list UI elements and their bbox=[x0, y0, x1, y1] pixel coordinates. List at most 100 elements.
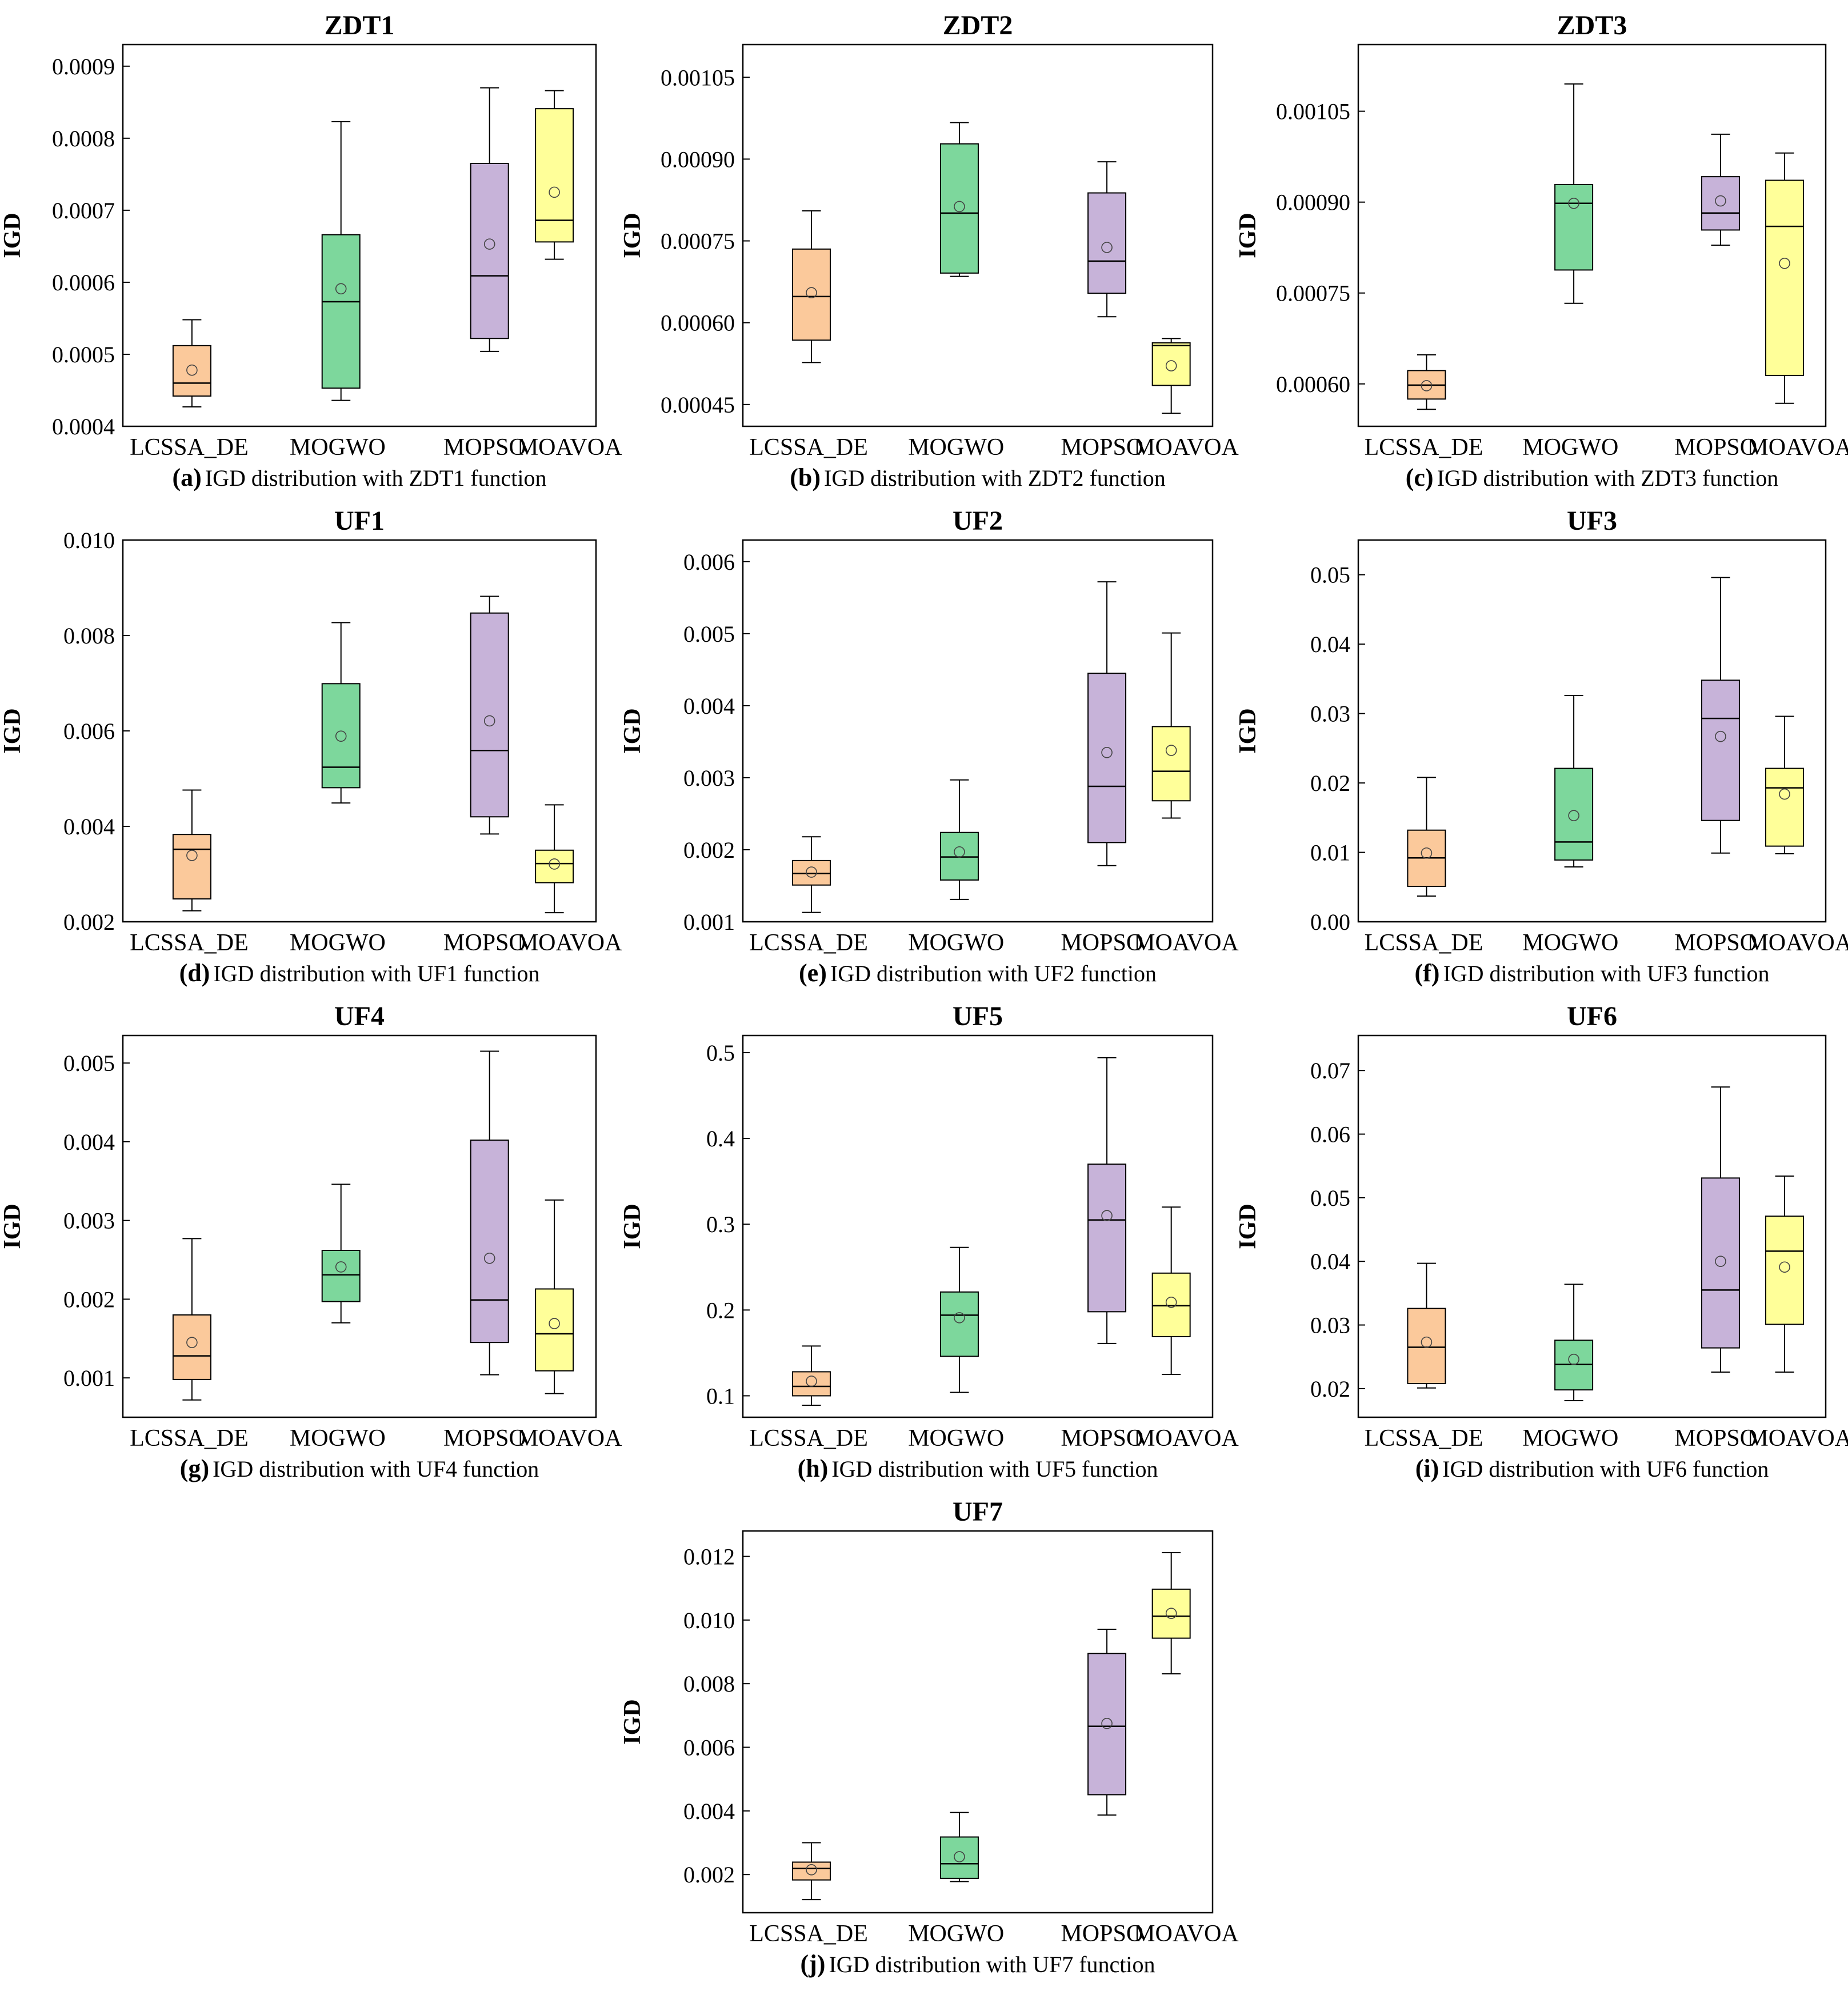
box-mopso bbox=[470, 1050, 509, 1376]
mean-marker bbox=[549, 186, 560, 198]
x-tick-label: LCSSA_DE bbox=[749, 930, 868, 956]
mean-marker bbox=[1421, 380, 1433, 391]
mean-marker bbox=[1568, 1353, 1579, 1365]
mean-marker bbox=[1421, 847, 1433, 859]
y-tick-label: 0.001 bbox=[683, 909, 735, 935]
box-mopso bbox=[1087, 161, 1127, 318]
x-tick-label: LCSSA_DE bbox=[1365, 434, 1483, 461]
mean-marker bbox=[1715, 195, 1726, 207]
x-tick-label: LCSSA_DE bbox=[749, 1425, 868, 1452]
box-mopso bbox=[470, 87, 509, 352]
box-mogwo bbox=[1554, 83, 1594, 304]
caption-label: (a) bbox=[172, 463, 201, 491]
iqr-box bbox=[172, 834, 211, 899]
mean-marker bbox=[186, 850, 198, 861]
y-tick-label: 0.0007 bbox=[52, 198, 115, 223]
y-tick-label: 0.004 bbox=[63, 814, 115, 839]
y-tick-label: 0.1 bbox=[706, 1383, 735, 1409]
x-tick-label: MOGWO bbox=[290, 1425, 386, 1452]
x-tick-label: MOAVOA bbox=[1134, 434, 1239, 461]
x-tick-label: MOPSO bbox=[443, 1425, 526, 1452]
y-tick-label: 0.02 bbox=[1310, 770, 1350, 796]
mean-marker bbox=[483, 238, 495, 250]
subplot-g: UF4 IGD 0.001 0.002 0.003 0.004 0.005 LCSSA_DE M… bbox=[0, 1001, 622, 1482]
y-tick-label: 0.0008 bbox=[52, 126, 115, 151]
y-tick-label: 0.00060 bbox=[1276, 371, 1350, 397]
x-tick-label: LCSSA_DE bbox=[130, 434, 249, 461]
box-mogwo bbox=[939, 1812, 979, 1882]
mean-marker bbox=[954, 1851, 965, 1862]
y-tick-label: 0.0009 bbox=[52, 54, 115, 79]
plot-title: ZDT1 bbox=[325, 10, 395, 41]
iqr-box bbox=[321, 234, 361, 389]
y-axis-label: IGD bbox=[619, 708, 646, 753]
y-tick-label: 0.04 bbox=[1310, 1249, 1350, 1274]
subplot-j: UF7 IGD 0.002 0.004 0.006 0.008 0.010 0.012 LCSS… bbox=[619, 1497, 1239, 1978]
iqr-box bbox=[321, 1250, 361, 1302]
caption: (d) IGD distribution with UF1 function bbox=[179, 959, 540, 987]
mean-marker bbox=[806, 287, 817, 299]
iqr-box bbox=[1087, 192, 1127, 294]
mean-marker bbox=[1101, 747, 1113, 758]
y-tick-label: 0.00105 bbox=[1276, 99, 1350, 125]
iqr-box bbox=[321, 683, 361, 789]
y-tick-label: 0.006 bbox=[683, 549, 735, 575]
caption: (h) IGD distribution with UF5 function bbox=[798, 1454, 1158, 1482]
plot-frame bbox=[742, 1530, 1214, 1914]
mean-marker bbox=[1421, 1336, 1433, 1348]
box-lcssa-de bbox=[172, 789, 211, 911]
plot-frame bbox=[122, 43, 597, 427]
y-tick-label: 0.00090 bbox=[1276, 190, 1350, 215]
mean-marker bbox=[806, 1376, 817, 1387]
x-tick-label: MOGWO bbox=[1522, 1425, 1618, 1452]
mean-marker bbox=[1165, 745, 1177, 756]
caption-label: (i) bbox=[1415, 1454, 1439, 1482]
plot-title: UF7 bbox=[953, 1497, 1003, 1527]
x-tick-label: MOPSO bbox=[1674, 1425, 1757, 1452]
subplot-h: UF5 IGD 0.1 0.2 0.3 0.4 0.5 LCSSA_DE MOGWO MOPSOM… bbox=[619, 1001, 1239, 1482]
x-tick-label: MOGWO bbox=[908, 1425, 1004, 1452]
x-tick-label: MOAVOA bbox=[1747, 434, 1848, 461]
x-tick-label: MOGWO bbox=[1522, 434, 1618, 461]
caption-label: (f) bbox=[1414, 959, 1439, 987]
y-tick-label: 0.0006 bbox=[52, 270, 115, 295]
x-tick-label: MOAVOA bbox=[517, 930, 622, 956]
iqr-box bbox=[792, 859, 831, 886]
box-mogwo bbox=[1554, 695, 1594, 868]
box-lcssa-de bbox=[1407, 354, 1446, 410]
caption-label: (d) bbox=[179, 959, 210, 987]
mean-marker bbox=[1165, 1608, 1177, 1619]
y-axis-label: IGD bbox=[0, 1204, 26, 1249]
iqr-box bbox=[939, 831, 979, 881]
y-tick-label: 0.07 bbox=[1310, 1058, 1350, 1084]
x-tick-label: MOPSO bbox=[443, 434, 526, 461]
mean-marker bbox=[1715, 1256, 1726, 1268]
y-tick-label: 0.002 bbox=[63, 909, 115, 935]
x-tick-label: MOPSO bbox=[1674, 434, 1757, 461]
mean-marker bbox=[1779, 1261, 1790, 1273]
iqr-box bbox=[470, 162, 509, 339]
iqr-box bbox=[1701, 176, 1740, 231]
mean-marker bbox=[1568, 810, 1579, 821]
mean-marker bbox=[1165, 1297, 1177, 1308]
box-mogwo bbox=[939, 779, 979, 900]
y-axis-label: IGD bbox=[619, 1204, 646, 1249]
caption-text: IGD distribution with UF7 function bbox=[829, 1952, 1155, 1977]
caption-text: IGD distribution with ZDT2 function bbox=[824, 465, 1166, 491]
iqr-box bbox=[535, 108, 574, 243]
iqr-box bbox=[1407, 1308, 1446, 1384]
y-tick-label: 0.00105 bbox=[661, 65, 735, 90]
mean-marker bbox=[335, 283, 347, 295]
mean-marker bbox=[335, 1261, 347, 1273]
caption-text: IGD distribution with UF2 function bbox=[830, 961, 1157, 986]
caption-text: IGD distribution with UF6 function bbox=[1442, 1456, 1769, 1482]
y-axis-label: IGD bbox=[1235, 708, 1261, 753]
box-mogwo bbox=[939, 1246, 979, 1393]
mean-marker bbox=[1779, 257, 1790, 269]
y-tick-label: 0.004 bbox=[63, 1129, 115, 1155]
y-tick-label: 0.002 bbox=[683, 1862, 735, 1888]
box-mopso bbox=[1087, 581, 1127, 866]
caption-text: IGD distribution with UF3 function bbox=[1443, 961, 1769, 986]
y-axis-label: IGD bbox=[619, 213, 646, 258]
caption-label: (b) bbox=[790, 463, 821, 491]
